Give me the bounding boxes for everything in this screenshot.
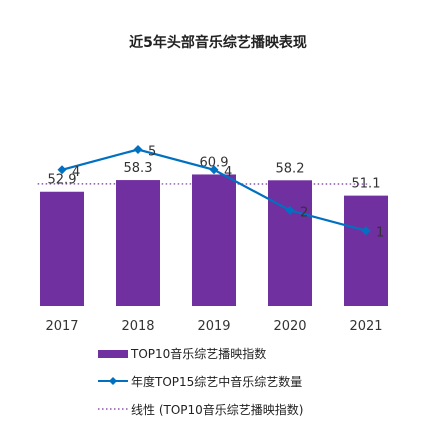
line-marker-2019 xyxy=(209,165,219,175)
legend: TOP10音乐综艺播映指数 年度TOP15综艺中音乐综艺数量 线性 (TOP10… xyxy=(98,346,303,417)
line-label-2019: 4 xyxy=(224,165,232,180)
x-axis-tick-labels: 2017 2018 2019 2020 2021 xyxy=(45,319,382,334)
line-marker-2021 xyxy=(361,226,371,236)
line-label-2018: 5 xyxy=(148,145,156,160)
bar-2018 xyxy=(116,180,160,306)
x-tick-2019: 2019 xyxy=(197,319,230,334)
legend-label-bar: TOP10音乐综艺播映指数 xyxy=(130,346,266,361)
legend-label-trendline: 线性 (TOP10音乐综艺播映指数) xyxy=(131,402,303,417)
bar-label-2018: 58.3 xyxy=(124,161,153,176)
bar-2017 xyxy=(40,191,84,306)
x-tick-2018: 2018 xyxy=(121,319,154,334)
line-data-labels: 4 5 4 2 1 xyxy=(72,145,384,241)
bar-label-2020: 58.2 xyxy=(276,161,305,176)
chart-title: 近5年头部音乐综艺播映表现 xyxy=(129,34,307,51)
legend-swatch-bar xyxy=(98,350,128,358)
legend-item-bar: TOP10音乐综艺播映指数 xyxy=(98,346,266,361)
x-tick-2021: 2021 xyxy=(349,319,382,334)
x-tick-2020: 2020 xyxy=(273,319,306,334)
line-label-2017: 4 xyxy=(72,165,80,180)
line-marker-2020 xyxy=(285,205,295,215)
line-series xyxy=(57,145,371,236)
legend-label-line: 年度TOP15综艺中音乐综艺数量 xyxy=(131,374,302,389)
legend-item-trendline: 线性 (TOP10音乐综艺播映指数) xyxy=(98,402,303,417)
bar-2020 xyxy=(268,180,312,306)
bar-2019 xyxy=(192,174,236,306)
bar-label-2019: 60.9 xyxy=(200,155,229,170)
line-marker-2017 xyxy=(57,165,67,175)
bar-series xyxy=(40,174,388,306)
legend-swatch-line-marker xyxy=(109,377,117,385)
line-label-2020: 2 xyxy=(300,205,308,220)
line-marker-2018 xyxy=(133,145,143,154)
line-label-2021: 1 xyxy=(376,226,384,241)
bar-2021 xyxy=(344,195,388,306)
legend-item-line: 年度TOP15综艺中音乐综艺数量 xyxy=(98,374,302,389)
x-tick-2017: 2017 xyxy=(45,319,78,334)
